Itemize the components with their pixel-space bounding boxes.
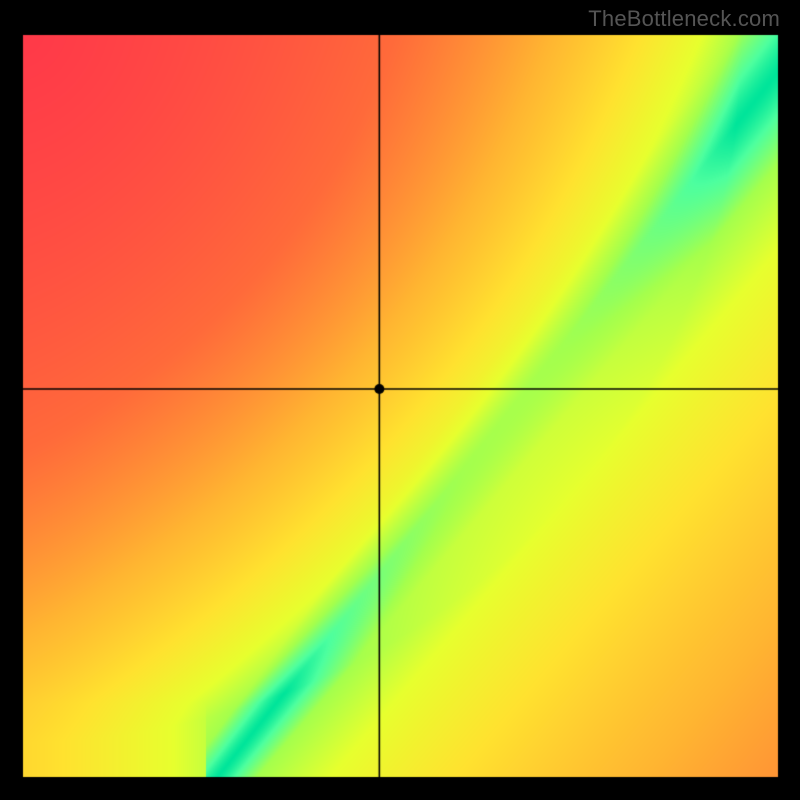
chart-container: TheBottleneck.com [0, 0, 800, 800]
heatmap-canvas [0, 0, 800, 800]
watermark-text: TheBottleneck.com [588, 6, 780, 32]
